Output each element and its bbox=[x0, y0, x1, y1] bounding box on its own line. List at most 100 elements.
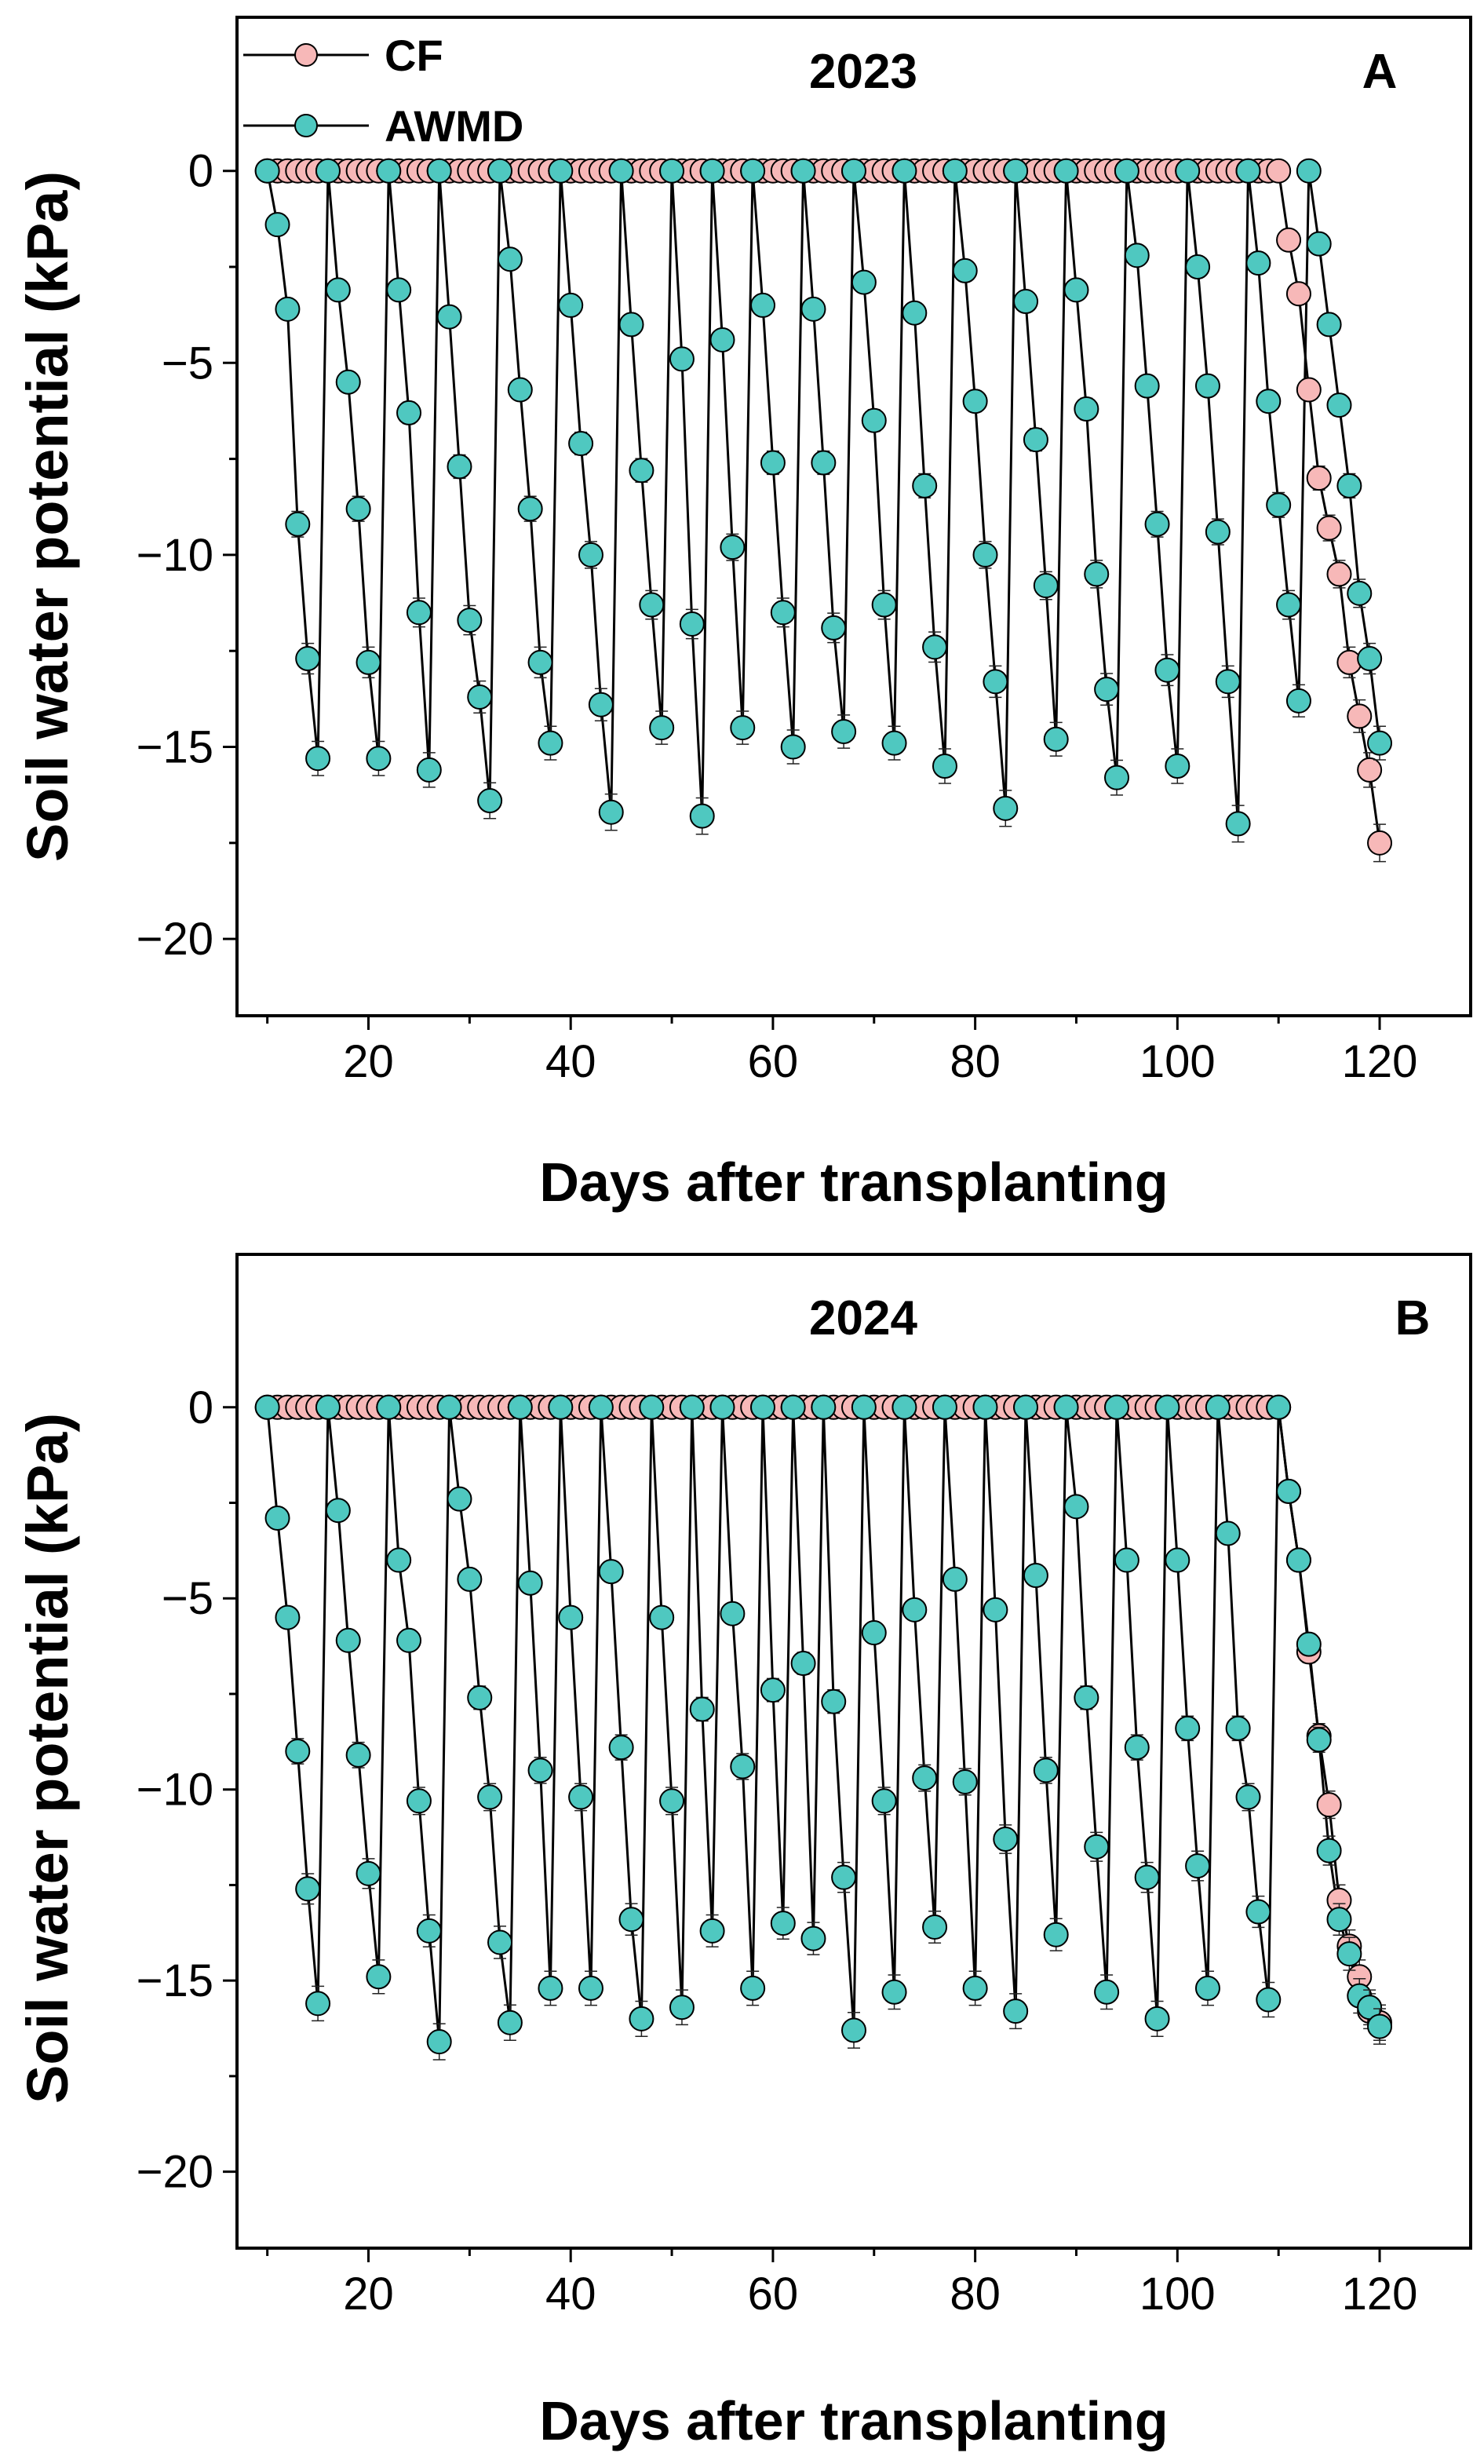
data-point-awmd bbox=[952, 1769, 978, 1794]
data-point-awmd bbox=[730, 715, 756, 741]
data-point-awmd bbox=[962, 389, 988, 414]
data-point-awmd bbox=[396, 1627, 422, 1653]
x-tick-label: 120 bbox=[1342, 2269, 1418, 2320]
data-point-awmd bbox=[800, 296, 826, 322]
data-point-awmd bbox=[993, 1826, 1019, 1852]
legend-cf-marker bbox=[294, 43, 318, 67]
data-point-awmd bbox=[1316, 312, 1342, 338]
data-point-awmd bbox=[527, 649, 553, 675]
x-tick-label: 60 bbox=[748, 1036, 799, 1087]
data-point-awmd bbox=[851, 269, 877, 295]
data-point-awmd bbox=[1124, 1735, 1150, 1761]
data-point-awmd bbox=[1154, 1394, 1180, 1420]
legend-awmd-marker bbox=[294, 114, 318, 137]
data-point-awmd bbox=[1276, 1478, 1302, 1504]
x-tick-label: 40 bbox=[545, 2269, 596, 2320]
data-point-awmd bbox=[1003, 158, 1029, 184]
data-point-cf bbox=[1347, 703, 1373, 729]
data-point-awmd bbox=[1063, 1494, 1089, 1520]
data-point-awmd bbox=[315, 1394, 341, 1420]
data-point-awmd bbox=[285, 1739, 311, 1764]
data-point-awmd bbox=[578, 542, 603, 568]
data-point-awmd bbox=[972, 542, 998, 568]
data-point-awmd bbox=[477, 788, 503, 814]
data-point-awmd bbox=[1023, 427, 1048, 453]
data-point-awmd bbox=[871, 1788, 897, 1814]
data-point-awmd bbox=[1043, 726, 1069, 752]
x-axis-title: Days after transplanting bbox=[539, 1152, 1168, 1213]
data-point-awmd bbox=[1245, 1899, 1271, 1925]
data-point-awmd bbox=[376, 158, 402, 184]
data-point-awmd bbox=[659, 1788, 685, 1814]
data-point-awmd bbox=[1256, 1987, 1282, 2013]
data-point-awmd bbox=[1194, 1975, 1220, 2001]
panel-year-title: 2023 bbox=[809, 45, 917, 99]
data-point-awmd bbox=[315, 158, 341, 184]
data-point-awmd bbox=[1175, 1715, 1201, 1741]
series-group bbox=[254, 158, 1393, 863]
data-point-awmd bbox=[1104, 1394, 1130, 1420]
data-point-awmd bbox=[709, 1394, 735, 1420]
data-point-awmd bbox=[1053, 1394, 1079, 1420]
data-point-awmd bbox=[1053, 158, 1079, 184]
data-point-awmd bbox=[932, 754, 957, 779]
data-point-cf bbox=[1316, 515, 1342, 541]
data-point-awmd bbox=[1003, 1999, 1029, 2024]
x-axis-title: Days after transplanting bbox=[539, 2390, 1168, 2451]
data-point-awmd bbox=[1194, 373, 1220, 399]
data-point-awmd bbox=[669, 346, 695, 372]
data-point-awmd bbox=[639, 1394, 665, 1420]
data-point-awmd bbox=[1033, 1758, 1059, 1783]
legend-awmd-label: AWMD bbox=[385, 101, 523, 151]
data-point-awmd bbox=[295, 646, 321, 672]
x-tick-label: 100 bbox=[1139, 1036, 1216, 1087]
data-point-awmd bbox=[578, 1975, 603, 2001]
data-point-awmd bbox=[669, 1995, 695, 2020]
data-point-awmd bbox=[740, 1975, 766, 2001]
x-tick-label: 20 bbox=[343, 2269, 394, 2320]
y-tick-label: −10 bbox=[137, 1765, 213, 1816]
data-point-awmd bbox=[1367, 2013, 1393, 2039]
data-point-awmd bbox=[396, 400, 422, 425]
data-point-awmd bbox=[1104, 765, 1130, 790]
data-point-awmd bbox=[1326, 392, 1352, 418]
y-tick-label: −20 bbox=[137, 2147, 213, 2198]
data-point-awmd bbox=[1013, 289, 1039, 315]
data-point-awmd bbox=[558, 1604, 584, 1630]
data-point-awmd bbox=[436, 1394, 462, 1420]
y-tick-label: −15 bbox=[137, 1955, 213, 2006]
data-point-awmd bbox=[1285, 688, 1311, 714]
data-point-awmd bbox=[1114, 158, 1139, 184]
data-point-awmd bbox=[1013, 1394, 1039, 1420]
data-point-awmd bbox=[598, 799, 624, 825]
data-point-awmd bbox=[760, 1677, 786, 1703]
data-point-awmd bbox=[1023, 1563, 1048, 1589]
data-point-awmd bbox=[912, 1765, 938, 1791]
data-point-awmd bbox=[264, 1505, 290, 1531]
data-point-awmd bbox=[1165, 754, 1190, 779]
data-point-awmd bbox=[487, 158, 513, 184]
data-point-cf bbox=[1367, 830, 1393, 856]
data-point-awmd bbox=[1063, 277, 1089, 303]
data-point-awmd bbox=[790, 1651, 816, 1677]
data-point-awmd bbox=[851, 1394, 877, 1420]
data-point-awmd bbox=[335, 369, 361, 395]
data-point-awmd bbox=[507, 377, 533, 403]
y-tick-label: −5 bbox=[162, 338, 213, 389]
x-tick-label: 60 bbox=[748, 2269, 799, 2320]
data-point-awmd bbox=[517, 496, 543, 522]
data-point-awmd bbox=[1165, 1547, 1190, 1573]
data-point-awmd bbox=[1245, 250, 1271, 276]
data-point-awmd bbox=[1124, 243, 1150, 268]
data-point-awmd bbox=[507, 1394, 533, 1420]
data-point-awmd bbox=[568, 431, 594, 457]
data-point-awmd bbox=[426, 158, 452, 184]
data-point-awmd bbox=[264, 212, 290, 238]
data-point-awmd bbox=[447, 454, 472, 480]
data-point-awmd bbox=[1316, 1838, 1342, 1864]
data-point-awmd bbox=[1094, 677, 1120, 703]
data-point-awmd bbox=[568, 1784, 594, 1810]
data-point-awmd bbox=[902, 1597, 928, 1623]
data-point-awmd bbox=[548, 158, 574, 184]
